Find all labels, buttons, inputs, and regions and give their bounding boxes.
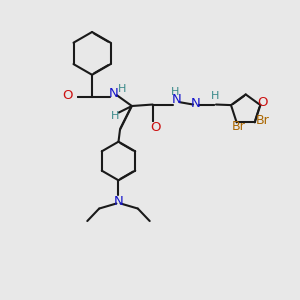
Text: N: N (109, 87, 119, 100)
Text: O: O (150, 121, 161, 134)
Text: H: H (118, 84, 126, 94)
Text: N: N (191, 97, 201, 110)
Text: H: H (170, 87, 179, 97)
Text: O: O (257, 96, 268, 109)
Text: H: H (211, 91, 219, 100)
Text: Br: Br (255, 114, 269, 128)
Text: O: O (62, 89, 73, 102)
Text: Br: Br (232, 120, 246, 133)
Text: N: N (114, 195, 123, 208)
Text: H: H (110, 111, 119, 121)
Text: N: N (172, 93, 181, 106)
